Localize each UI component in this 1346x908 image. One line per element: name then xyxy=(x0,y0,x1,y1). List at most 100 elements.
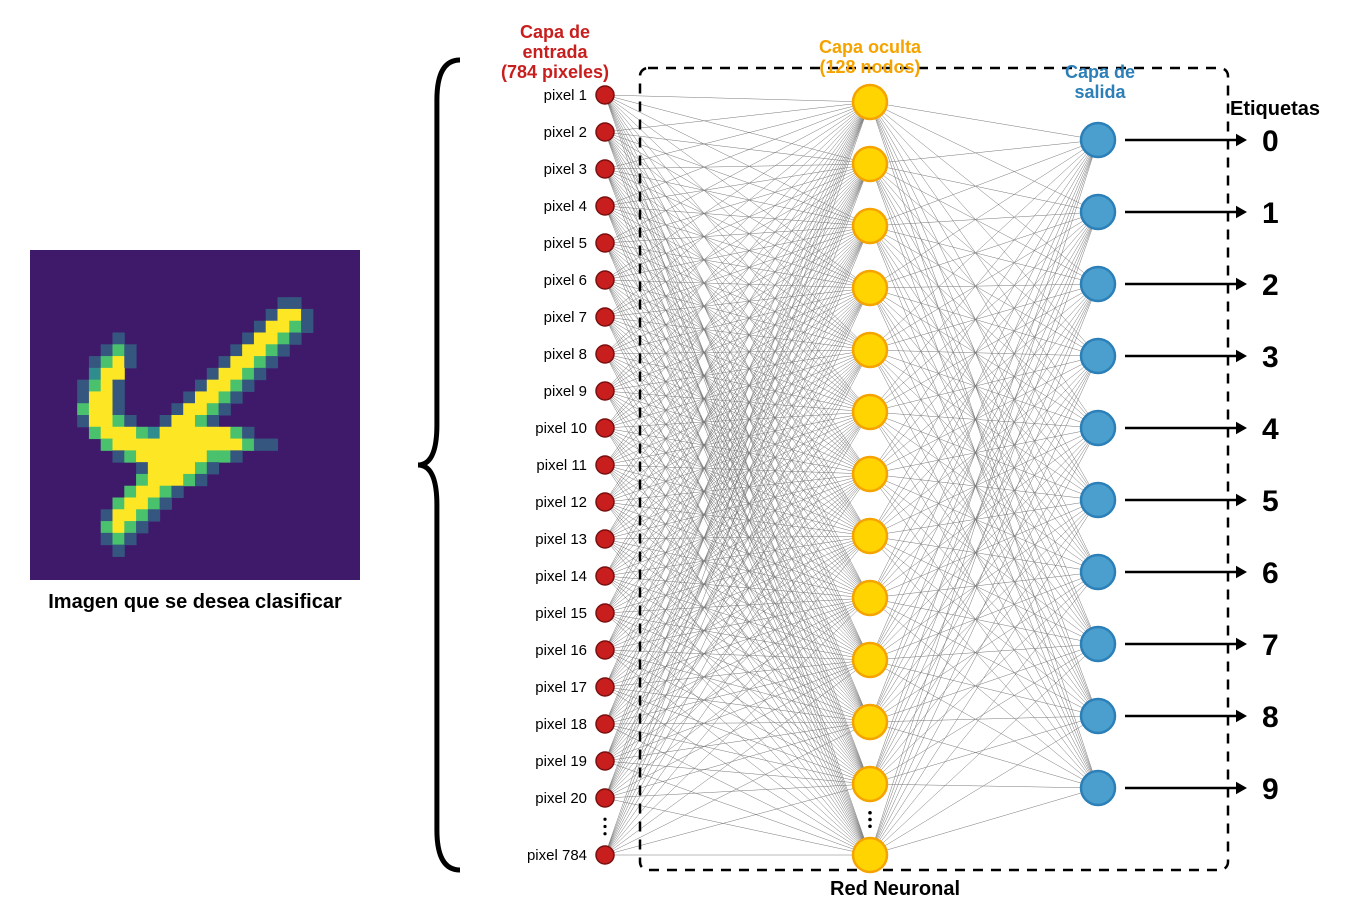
brace-icon xyxy=(418,60,460,870)
red-neuronal-title: Red Neuronal xyxy=(830,878,960,900)
image-caption: Imagen que se desea clasificar xyxy=(48,591,342,613)
hidden-node xyxy=(853,705,887,739)
input-node xyxy=(596,345,614,363)
input-node xyxy=(596,382,614,400)
output-title: salida xyxy=(1074,82,1126,102)
input-node xyxy=(596,197,614,215)
input-node xyxy=(596,846,614,864)
output-label: 4 xyxy=(1262,413,1279,446)
ellipsis-dot xyxy=(868,811,872,815)
arrowhead-icon xyxy=(1236,710,1247,723)
mnist-image xyxy=(30,250,360,580)
input-node xyxy=(596,789,614,807)
input-node-label: pixel 18 xyxy=(535,716,587,733)
output-node xyxy=(1081,627,1115,661)
input-node xyxy=(596,86,614,104)
input-node xyxy=(596,604,614,622)
arrowhead-icon xyxy=(1236,494,1247,507)
input-node-label: pixel 6 xyxy=(544,272,587,289)
input-node-label: pixel 10 xyxy=(535,420,587,437)
output-node xyxy=(1081,195,1115,229)
ellipsis-dot xyxy=(603,818,606,821)
arrowhead-icon xyxy=(1236,422,1247,435)
hidden-node xyxy=(853,85,887,119)
input-node xyxy=(596,160,614,178)
hidden-node xyxy=(853,271,887,305)
input-title: Capa de xyxy=(520,22,590,42)
output-label: 1 xyxy=(1262,197,1279,230)
output-label: 9 xyxy=(1262,773,1279,806)
output-label: 3 xyxy=(1262,341,1279,374)
input-node xyxy=(596,456,614,474)
ellipsis-dot xyxy=(603,832,606,835)
arrowhead-icon xyxy=(1236,350,1247,363)
output-node xyxy=(1081,555,1115,589)
output-node xyxy=(1081,267,1115,301)
input-node-label: pixel 9 xyxy=(544,383,587,400)
input-node-label: pixel 19 xyxy=(535,753,587,770)
arrowhead-icon xyxy=(1236,134,1247,147)
output-node xyxy=(1081,699,1115,733)
arrowhead-icon xyxy=(1236,782,1247,795)
output-label: 5 xyxy=(1262,485,1279,518)
hidden-node xyxy=(853,838,887,872)
arrowhead-icon xyxy=(1236,206,1247,219)
output-label: 7 xyxy=(1262,629,1279,662)
input-node xyxy=(596,530,614,548)
input-node xyxy=(596,271,614,289)
connections xyxy=(605,95,1098,855)
hidden-node xyxy=(853,147,887,181)
hidden-node xyxy=(853,457,887,491)
input-title: entrada xyxy=(522,42,588,62)
input-node xyxy=(596,567,614,585)
hidden-node xyxy=(853,519,887,553)
input-node-label: pixel 15 xyxy=(535,605,587,622)
input-node-label: pixel 11 xyxy=(536,457,587,474)
input-node xyxy=(596,308,614,326)
input-node-label: pixel 1 xyxy=(544,87,587,104)
hidden-node xyxy=(853,767,887,801)
hidden-node xyxy=(853,333,887,367)
arrowhead-icon xyxy=(1236,278,1247,291)
output-node xyxy=(1081,123,1115,157)
output-layer: 0 1 2 3 4 5 6 7 8 9 xyxy=(1081,123,1279,806)
input-node-label: pixel 7 xyxy=(544,309,587,326)
input-node xyxy=(596,493,614,511)
input-layer: pixel 1pixel 2pixel 3pixel 4pixel 5pixel… xyxy=(527,86,614,864)
output-label: 6 xyxy=(1262,557,1279,590)
input-node-label: pixel 14 xyxy=(535,568,587,585)
input-node xyxy=(596,234,614,252)
output-title: Capa de xyxy=(1065,62,1135,82)
input-node-label: pixel 5 xyxy=(544,235,587,252)
input-node xyxy=(596,641,614,659)
ellipsis-dot xyxy=(868,824,872,828)
input-node-label: pixel 16 xyxy=(535,642,587,659)
output-label: 8 xyxy=(1262,701,1279,734)
input-node xyxy=(596,419,614,437)
input-node xyxy=(596,678,614,696)
input-node-label: pixel 13 xyxy=(535,531,587,548)
hidden-title: Capa oculta xyxy=(819,37,922,57)
input-node-label: pixel 20 xyxy=(535,790,587,807)
input-node-label: pixel 12 xyxy=(535,494,587,511)
input-node-label: pixel 2 xyxy=(544,124,587,141)
etiquetas-title: Etiquetas xyxy=(1230,98,1320,120)
input-node xyxy=(596,715,614,733)
arrowhead-icon xyxy=(1236,566,1247,579)
hidden-node xyxy=(853,395,887,429)
input-node-label: pixel 17 xyxy=(535,679,587,696)
input-node xyxy=(596,752,614,770)
output-label: 2 xyxy=(1262,269,1279,302)
input-node-label: pixel 784 xyxy=(527,847,587,864)
output-label: 0 xyxy=(1262,125,1279,158)
ellipsis-dot xyxy=(603,825,606,828)
arrowhead-icon xyxy=(1236,638,1247,651)
input-node-label: pixel 4 xyxy=(544,198,587,215)
hidden-node xyxy=(853,643,887,677)
output-node xyxy=(1081,771,1115,805)
hidden-node xyxy=(853,209,887,243)
input-node xyxy=(596,123,614,141)
output-node xyxy=(1081,339,1115,373)
output-node xyxy=(1081,483,1115,517)
ellipsis-dot xyxy=(868,818,872,822)
